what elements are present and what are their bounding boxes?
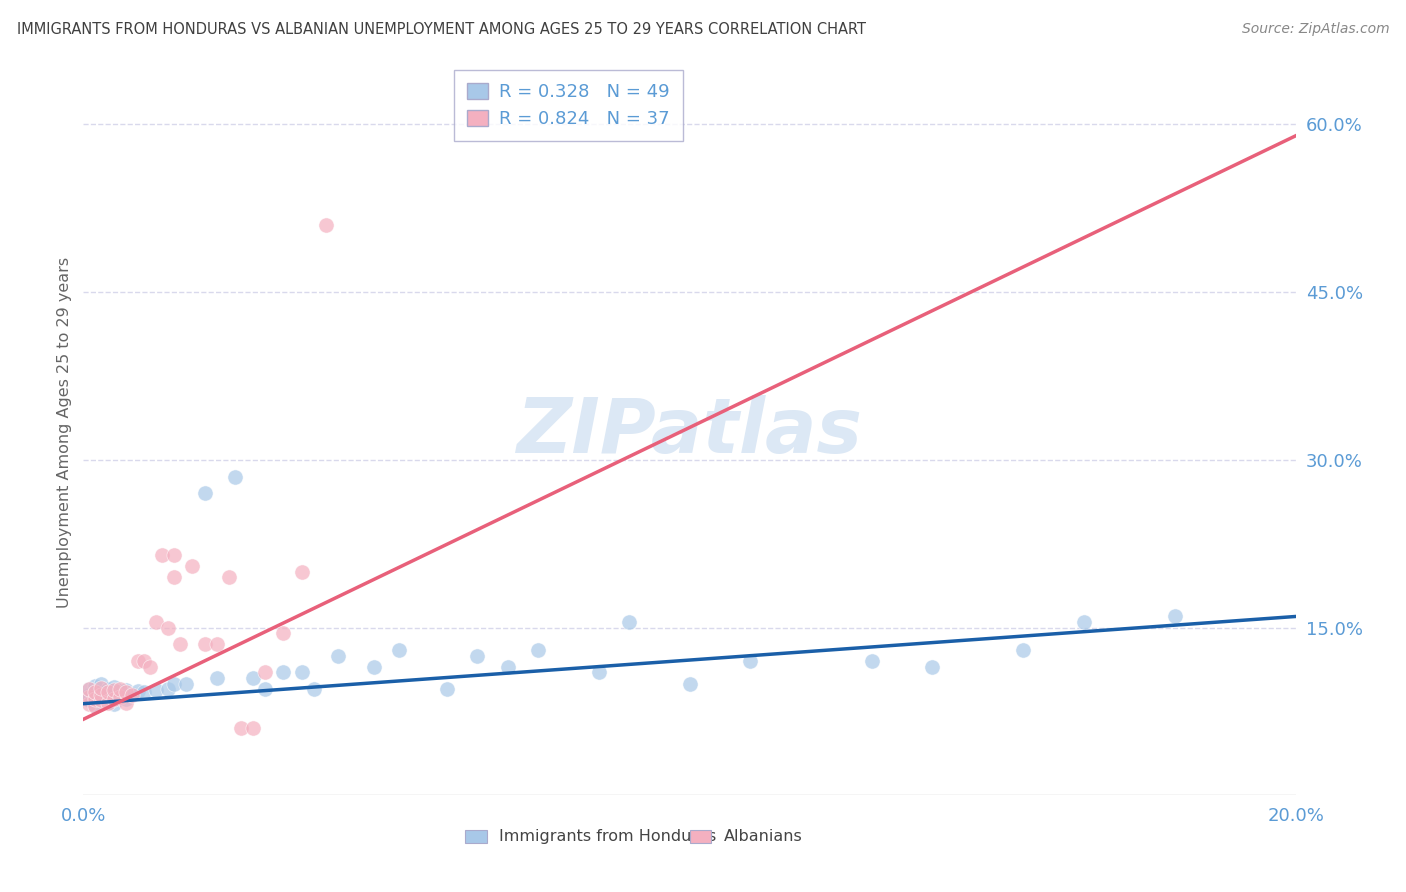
Point [96, 696, 118, 710]
Point [90, 676, 112, 690]
Point [1012, 643, 1035, 657]
Point [127, 684, 149, 698]
Point [176, 676, 198, 690]
Point [315, 218, 337, 232]
Point [163, 570, 186, 584]
Point [79, 690, 101, 704]
Point [96, 691, 118, 706]
Point [193, 486, 215, 500]
Point [108, 690, 131, 704]
Point [96, 685, 118, 699]
Bar [465, 830, 486, 843]
Y-axis label: Unemployment Among Ages 25 to 29 years: Unemployment Among Ages 25 to 29 years [58, 256, 72, 607]
Point [114, 683, 136, 698]
Point [273, 626, 295, 640]
Point [921, 659, 943, 673]
Point [84, 692, 107, 706]
Point [467, 648, 489, 663]
Point [290, 565, 312, 579]
Point [121, 687, 143, 701]
Text: IMMIGRANTS FROM HONDURAS VS ALBANIAN UNEMPLOYMENT AMONG AGES 25 TO 29 YEARS CORR: IMMIGRANTS FROM HONDURAS VS ALBANIAN UNE… [17, 22, 866, 37]
Point [103, 697, 125, 711]
Point [103, 688, 125, 702]
Point [205, 671, 228, 685]
Point [108, 682, 131, 697]
Point [145, 615, 167, 629]
Point [114, 696, 136, 710]
Point [242, 671, 264, 685]
Point [254, 665, 277, 680]
Point [84, 679, 107, 693]
Point [527, 643, 550, 657]
Point [1073, 615, 1095, 629]
Bar [690, 830, 711, 843]
Point [79, 693, 101, 707]
Point [114, 692, 136, 706]
Point [145, 683, 167, 698]
Point [121, 688, 143, 702]
Point [860, 654, 883, 668]
Point [84, 690, 107, 704]
Point [254, 682, 277, 697]
Point [79, 688, 101, 702]
Point [108, 690, 131, 704]
Point [139, 659, 162, 673]
Point [150, 548, 173, 562]
Point [169, 637, 191, 651]
Point [157, 621, 180, 635]
Point [84, 685, 107, 699]
Point [96, 682, 118, 697]
Point [224, 469, 246, 483]
Point [363, 659, 385, 673]
Point [436, 682, 458, 697]
Point [163, 676, 186, 690]
Point [302, 682, 325, 697]
Point [103, 692, 125, 706]
Point [90, 685, 112, 699]
Point [290, 665, 312, 680]
Point [84, 698, 107, 713]
Point [108, 684, 131, 698]
Point [242, 721, 264, 735]
Point [132, 654, 155, 668]
Text: Albanians: Albanians [724, 829, 803, 844]
Point [617, 615, 640, 629]
Point [79, 697, 101, 711]
Point [157, 682, 180, 697]
Point [326, 648, 349, 663]
Point [84, 698, 107, 713]
Point [273, 665, 295, 680]
Point [90, 688, 112, 702]
Point [588, 665, 610, 680]
Point [388, 643, 411, 657]
Point [127, 654, 149, 668]
Point [193, 637, 215, 651]
Point [79, 682, 101, 697]
Point [205, 637, 228, 651]
Point [90, 693, 112, 707]
Point [740, 654, 762, 668]
Text: ZIPatlas: ZIPatlas [516, 395, 863, 469]
Point [1164, 609, 1187, 624]
Point [679, 676, 702, 690]
Point [90, 681, 112, 695]
Point [163, 548, 186, 562]
Point [79, 682, 101, 697]
Point [132, 685, 155, 699]
Legend: R = 0.328   N = 49, R = 0.824   N = 37: R = 0.328 N = 49, R = 0.824 N = 37 [454, 70, 682, 141]
Point [103, 680, 125, 694]
Point [90, 693, 112, 707]
Point [181, 559, 204, 574]
Point [103, 683, 125, 698]
Text: Immigrants from Honduras: Immigrants from Honduras [499, 829, 717, 844]
Point [218, 570, 240, 584]
Point [229, 721, 252, 735]
Text: Source: ZipAtlas.com: Source: ZipAtlas.com [1241, 22, 1389, 37]
Point [496, 659, 519, 673]
Point [114, 685, 136, 699]
